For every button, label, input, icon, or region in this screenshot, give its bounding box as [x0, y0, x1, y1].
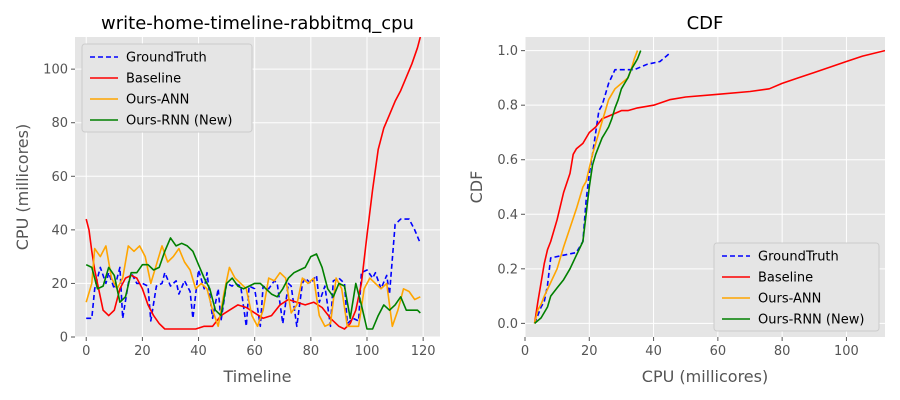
chart-title: CDF — [687, 13, 724, 34]
y-tick-label: 1.0 — [497, 44, 518, 59]
x-tick-label: 20 — [581, 344, 598, 359]
y-tick-label: 40 — [51, 223, 68, 238]
x-tick-label: 100 — [834, 344, 859, 359]
y-tick-label: 0.6 — [497, 153, 518, 168]
y-tick-label: 20 — [51, 277, 68, 292]
x-tick-label: 80 — [774, 344, 791, 359]
cdf-chart: 0 20 40 60 80 100 0.0 0.2 0.4 0.6 0.8 1.0 CDF CPU (mi… — [467, 13, 885, 386]
legend-label: GroundTruth — [126, 51, 207, 66]
y-axis-title: CPU (millicores) — [13, 124, 32, 250]
y-tick-label: 100 — [43, 63, 68, 78]
x-tick-label: 80 — [303, 344, 320, 359]
legend-label: GroundTruth — [758, 250, 839, 265]
x-axis-title: Timeline — [222, 367, 291, 386]
x-tick-label: 40 — [645, 344, 662, 359]
series-line-ours-rnn-new — [534, 50, 642, 325]
x-tick-label: 60 — [246, 344, 263, 359]
series-line-ours-ann — [85, 245, 421, 328]
timeline-chart: 0 20 40 60 80 100 120 0 20 40 60 80 100 write-home-ti… — [13, 13, 440, 386]
x-tick-label: 100 — [355, 344, 380, 359]
legend-box — [713, 242, 880, 332]
x-axis-title: CPU (millicores) — [642, 367, 768, 386]
y-tick-label: 0 — [60, 331, 68, 346]
y-tick-label: 0.4 — [497, 208, 518, 223]
legend-label: Ours-ANN — [126, 93, 189, 108]
x-tick-label: 120 — [411, 344, 436, 359]
series-line-ours-ann — [533, 50, 639, 324]
x-tick-label: 20 — [134, 344, 151, 359]
x-tick-label: 0 — [521, 344, 529, 359]
y-tick-label: 80 — [51, 116, 68, 131]
legend-label: Ours-ANN — [758, 292, 821, 307]
legend-label: Baseline — [758, 271, 813, 286]
y-tick-label: 60 — [51, 170, 68, 185]
x-tick-label: 40 — [190, 344, 207, 359]
x-tick-label: 60 — [710, 344, 727, 359]
series-line-groundtruth — [86, 218, 422, 328]
legend: GroundTruth Baseline Ours-ANN Ours-RNN (New… — [81, 43, 253, 133]
series-line-baseline — [85, 37, 422, 330]
y-axis-title: CDF — [467, 171, 486, 204]
legend-box — [81, 43, 253, 133]
y-tick-label: 0.8 — [497, 99, 518, 114]
y-tick-label: 0.0 — [497, 317, 518, 332]
legend-label: Ours-RNN (New) — [758, 313, 864, 328]
series-line-ours-rnn-new — [85, 237, 421, 330]
legend: GroundTruth Baseline Ours-ANN Ours-RNN (New… — [713, 242, 880, 332]
legend-label: Baseline — [126, 72, 181, 87]
chart-title: write-home-timeline-rabbitmq_cpu — [101, 13, 414, 34]
y-tick-label: 0.2 — [497, 262, 518, 277]
series-line-baseline — [533, 49, 885, 324]
x-tick-label: 0 — [82, 344, 90, 359]
legend-label: Ours-RNN (New) — [126, 114, 232, 129]
